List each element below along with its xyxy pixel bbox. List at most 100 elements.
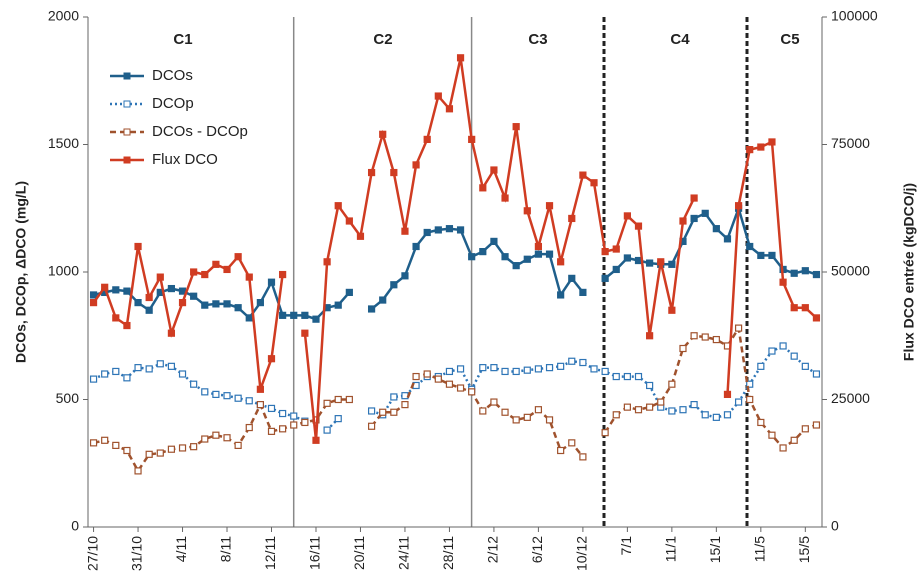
point-marker bbox=[234, 253, 242, 261]
point-marker bbox=[746, 395, 754, 404]
point-marker bbox=[790, 352, 798, 360]
point-marker bbox=[501, 253, 509, 261]
point-marker bbox=[790, 269, 798, 277]
point-marker bbox=[734, 398, 743, 406]
point-marker bbox=[568, 274, 576, 282]
point-marker bbox=[568, 214, 576, 223]
point-marker bbox=[279, 425, 287, 433]
y2-tick-label: 75000 bbox=[831, 135, 870, 151]
point-marker bbox=[646, 259, 654, 267]
point-marker bbox=[245, 314, 253, 322]
point-marker bbox=[345, 395, 353, 404]
x-tick-label: 15/1 bbox=[707, 536, 723, 563]
x-tick-label: 6/12 bbox=[529, 536, 545, 563]
point-marker bbox=[423, 135, 431, 143]
point-marker bbox=[790, 436, 798, 444]
point-marker bbox=[267, 427, 276, 435]
point-marker bbox=[634, 372, 643, 381]
point-marker bbox=[679, 344, 687, 353]
point-marker bbox=[190, 292, 198, 300]
point-marker bbox=[445, 225, 454, 233]
point-marker bbox=[423, 228, 431, 237]
point-marker bbox=[367, 407, 376, 415]
point-marker bbox=[234, 441, 242, 449]
point-marker bbox=[390, 393, 398, 401]
series-line bbox=[93, 324, 817, 474]
point-marker bbox=[156, 273, 164, 281]
point-marker bbox=[412, 161, 420, 169]
point-marker bbox=[156, 449, 164, 457]
y-tick-label: 0 bbox=[71, 518, 79, 534]
x-tick-label: 11/1 bbox=[663, 536, 679, 562]
point-marker bbox=[657, 398, 665, 406]
point-marker bbox=[167, 362, 176, 370]
point-marker bbox=[245, 397, 253, 405]
point-marker bbox=[479, 248, 487, 256]
point-marker bbox=[490, 364, 498, 372]
point-marker bbox=[89, 375, 98, 383]
point-marker bbox=[145, 365, 153, 373]
point-marker bbox=[734, 202, 743, 210]
point-marker bbox=[290, 311, 298, 319]
x-tick-label: 20/11 bbox=[351, 536, 367, 570]
y2-tick-label: 25000 bbox=[831, 390, 870, 406]
point-marker bbox=[279, 409, 287, 418]
point-marker bbox=[434, 375, 442, 383]
point-marker bbox=[223, 300, 231, 308]
point-marker bbox=[623, 254, 631, 262]
point-marker bbox=[712, 225, 720, 233]
point-marker bbox=[334, 395, 342, 404]
point-marker bbox=[334, 301, 342, 309]
point-marker bbox=[312, 315, 320, 323]
x-tick-label: 16/11 bbox=[307, 536, 323, 570]
point-marker bbox=[367, 168, 376, 177]
point-marker bbox=[178, 370, 187, 378]
point-marker bbox=[401, 392, 409, 400]
point-marker bbox=[712, 335, 720, 344]
point-marker bbox=[612, 245, 620, 253]
point-marker bbox=[812, 421, 821, 429]
point-marker bbox=[646, 332, 654, 340]
point-marker bbox=[401, 227, 409, 235]
point-marker bbox=[201, 270, 209, 279]
point-marker bbox=[646, 381, 654, 390]
point-marker bbox=[456, 226, 465, 234]
point-marker bbox=[646, 403, 654, 411]
point-marker bbox=[156, 360, 164, 368]
x-tick-label: 11/5 bbox=[752, 536, 768, 562]
x-tick-label: 7/1 bbox=[618, 536, 634, 556]
point-marker bbox=[279, 311, 287, 319]
point-marker bbox=[178, 444, 187, 452]
point-marker bbox=[212, 300, 220, 308]
point-marker bbox=[212, 390, 220, 398]
point-marker bbox=[768, 251, 776, 260]
phase-label: C4 bbox=[670, 31, 690, 48]
point-marker bbox=[101, 436, 109, 444]
point-marker bbox=[445, 105, 454, 113]
point-marker bbox=[323, 426, 331, 434]
point-marker bbox=[345, 288, 353, 296]
point-marker bbox=[601, 274, 609, 282]
point-marker bbox=[568, 357, 576, 365]
point-marker bbox=[601, 429, 609, 437]
point-marker bbox=[101, 370, 109, 378]
point-marker bbox=[557, 446, 565, 455]
point-marker bbox=[112, 314, 120, 322]
point-marker bbox=[534, 250, 543, 258]
point-marker bbox=[512, 367, 520, 376]
x-tick-label: 8/11 bbox=[218, 536, 234, 562]
point-marker bbox=[379, 296, 387, 304]
point-marker bbox=[167, 329, 176, 337]
point-marker bbox=[490, 398, 498, 406]
point-marker bbox=[201, 388, 209, 396]
point-marker bbox=[334, 415, 342, 423]
point-marker bbox=[779, 278, 787, 286]
point-marker bbox=[468, 135, 476, 143]
point-marker bbox=[256, 385, 264, 393]
point-marker bbox=[723, 411, 732, 419]
point-marker bbox=[390, 408, 398, 416]
y-tick-label: 500 bbox=[56, 390, 80, 406]
point-marker bbox=[534, 242, 543, 251]
point-marker bbox=[367, 305, 376, 313]
y-tick-label: 2000 bbox=[48, 8, 79, 24]
